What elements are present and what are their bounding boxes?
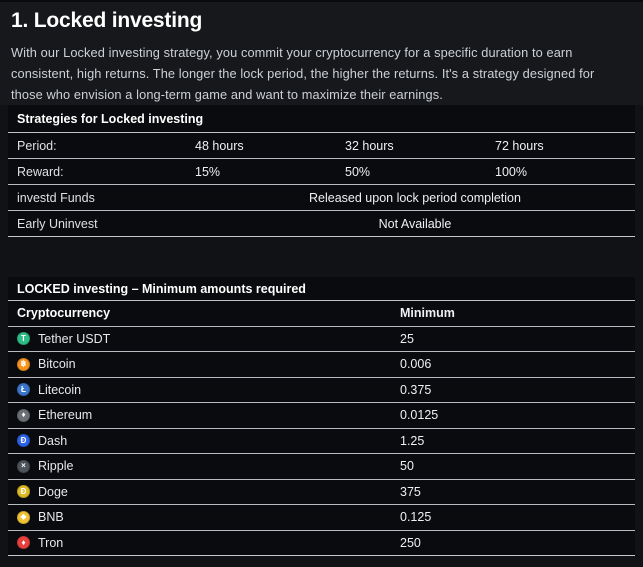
table-row: T Tether USDT 25 — [8, 326, 635, 352]
cryptocurrency-name: BNB — [38, 510, 64, 525]
bnb-icon: ◆ — [17, 510, 30, 524]
cryptocurrency-name: Dash — [38, 433, 68, 448]
minimum-value: 0.0125 — [400, 408, 439, 423]
strategy-row: Period: 48 hours 32 hours 72 hours — [8, 133, 635, 159]
content-area: Strategies for Locked investing Period: 4… — [0, 105, 643, 556]
strategy-row: investd Funds Released upon lock period c… — [8, 185, 635, 211]
minimums-table-title: LOCKED investing – Minimum amounts requi… — [8, 277, 635, 301]
cryptocurrency-cell: × Ripple — [8, 459, 400, 473]
doge-icon: Ð — [17, 485, 30, 499]
cryptocurrency-cell: Ð Dash — [8, 434, 400, 448]
minimum-value: 0.375 — [400, 382, 432, 397]
minimum-value: 375 — [400, 484, 421, 499]
tron-icon: ♦ — [17, 536, 30, 550]
cryptocurrency-name: Bitcoin — [38, 357, 76, 372]
table-row: × Ripple 50 — [8, 454, 635, 480]
cryptocurrency-cell: ♦ Ethereum — [8, 408, 400, 422]
cryptocurrency-cell: Ł Litecoin — [8, 383, 400, 397]
table-row: ◆ BNB 0.125 — [8, 505, 635, 531]
minimums-table-body: T Tether USDT 25 ฿ Bitcoin 0.006 Ł Litecoin 0.37… — [8, 326, 635, 556]
table-row: Ð Doge 375 — [8, 479, 635, 505]
table-row: Ð Dash 1.25 — [8, 428, 635, 454]
page-header: 1. Locked investing With our Locked inve… — [0, 0, 643, 105]
strategy-row: Reward: 15% 50% 100% — [8, 159, 635, 185]
strategy-row-value: 32 hours — [345, 138, 394, 153]
cryptocurrency-cell: T Tether USDT — [8, 332, 400, 346]
strategy-row-value: 50% — [345, 164, 371, 179]
strategies-table: Strategies for Locked investing Period: 4… — [8, 105, 635, 237]
strategy-row-label: investd Funds — [17, 190, 95, 205]
cryptocurrency-name: Ripple — [38, 459, 74, 474]
cryptocurrency-name: Litecoin — [38, 382, 82, 397]
strategies-table-body: Period: 48 hours 32 hours 72 hours Reward: 15… — [8, 133, 635, 237]
cryptocurrency-name: Doge — [38, 484, 68, 499]
minimums-table: Cryptocurrency Minimum T Tether USDT 25 ฿ Bi… — [8, 301, 635, 556]
strategy-row-value: 72 hours — [495, 138, 544, 153]
table-row: ♦ Ethereum 0.0125 — [8, 403, 635, 429]
minimum-value: 250 — [400, 535, 421, 550]
minimum-value: 25 — [400, 331, 414, 346]
strategy-row-label: Reward: — [17, 164, 64, 179]
strategy-row-label: Period: — [17, 138, 57, 153]
cryptocurrency-cell: ♦ Tron — [8, 536, 400, 550]
cryptocurrency-name: Tether USDT — [38, 331, 111, 346]
strategy-row-value: 48 hours — [195, 138, 244, 153]
strategies-table-title: Strategies for Locked investing — [8, 105, 635, 133]
column-header-minimum: Minimum — [400, 306, 455, 321]
minimum-value: 50 — [400, 459, 414, 474]
minimums-table-header-row: Cryptocurrency Minimum — [8, 301, 635, 327]
strategy-row-label: Early Uninvest — [17, 216, 98, 231]
table-row: ♦ Tron 250 — [8, 530, 635, 556]
page-title: 1. Locked investing — [11, 9, 203, 32]
strategy-row-merged-value: Not Available — [378, 216, 452, 231]
cryptocurrency-cell: ◆ BNB — [8, 510, 400, 524]
cryptocurrency-name: Tron — [38, 535, 64, 550]
litecoin-icon: Ł — [17, 383, 30, 397]
cryptocurrency-name: Ethereum — [38, 408, 93, 423]
dash-icon: Ð — [17, 434, 30, 448]
bitcoin-icon: ฿ — [17, 357, 30, 371]
table-row: ฿ Bitcoin 0.006 — [8, 352, 635, 378]
tether-icon: T — [17, 332, 30, 346]
page-description: With our Locked investing strategy, you … — [11, 45, 595, 102]
strategy-row-merged-value: Released upon lock period completion — [309, 190, 521, 205]
table-row: Ł Litecoin 0.375 — [8, 377, 635, 403]
strategy-row: Early Uninvest Not Available — [8, 211, 635, 237]
column-header-cryptocurrency: Cryptocurrency — [17, 306, 111, 321]
minimum-value: 0.006 — [400, 357, 432, 372]
ethereum-icon: ♦ — [17, 408, 30, 422]
cryptocurrency-cell: ฿ Bitcoin — [8, 357, 400, 371]
strategy-row-value: 100% — [495, 164, 527, 179]
strategy-row-value: 15% — [195, 164, 221, 179]
minimum-value: 1.25 — [400, 433, 425, 448]
cryptocurrency-cell: Ð Doge — [8, 485, 400, 499]
ripple-icon: × — [17, 459, 30, 473]
minimum-value: 0.125 — [400, 510, 432, 525]
